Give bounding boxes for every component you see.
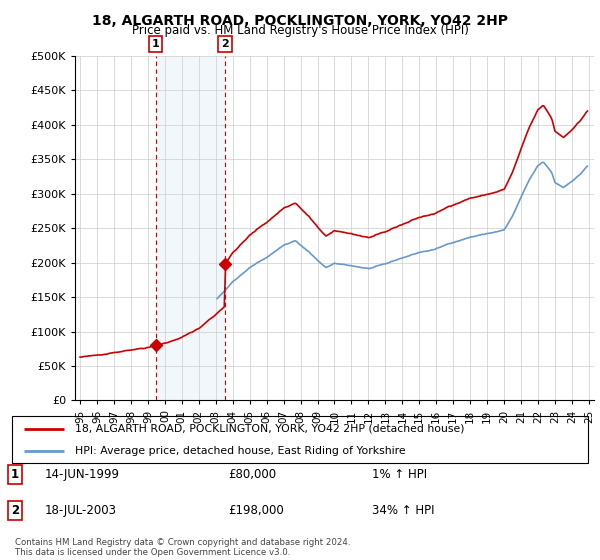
Text: HPI: Average price, detached house, East Riding of Yorkshire: HPI: Average price, detached house, East… [76, 446, 406, 456]
Bar [155, 56, 225, 400]
Text: 34% ↑ HPI: 34% ↑ HPI [372, 504, 434, 517]
Text: £198,000: £198,000 [228, 504, 284, 517]
Text: 1% ↑ HPI: 1% ↑ HPI [372, 468, 427, 481]
Text: Price paid vs. HM Land Registry's House Price Index (HPI): Price paid vs. HM Land Registry's House … [131, 24, 469, 37]
Text: 18, ALGARTH ROAD, POCKLINGTON, YORK, YO42 2HP: 18, ALGARTH ROAD, POCKLINGTON, YORK, YO4… [92, 14, 508, 28]
Text: 18-JUL-2003: 18-JUL-2003 [45, 504, 117, 517]
Text: 2: 2 [221, 39, 229, 49]
Text: Contains HM Land Registry data © Crown copyright and database right 2024.
This d: Contains HM Land Registry data © Crown c… [15, 538, 350, 557]
Text: 1: 1 [11, 468, 19, 481]
Text: 14-JUN-1999: 14-JUN-1999 [45, 468, 120, 481]
Text: 1: 1 [152, 39, 160, 49]
Text: 2: 2 [11, 504, 19, 517]
Text: £80,000: £80,000 [228, 468, 276, 481]
Text: 18, ALGARTH ROAD, POCKLINGTON, YORK, YO42 2HP (detached house): 18, ALGARTH ROAD, POCKLINGTON, YORK, YO4… [76, 424, 465, 434]
